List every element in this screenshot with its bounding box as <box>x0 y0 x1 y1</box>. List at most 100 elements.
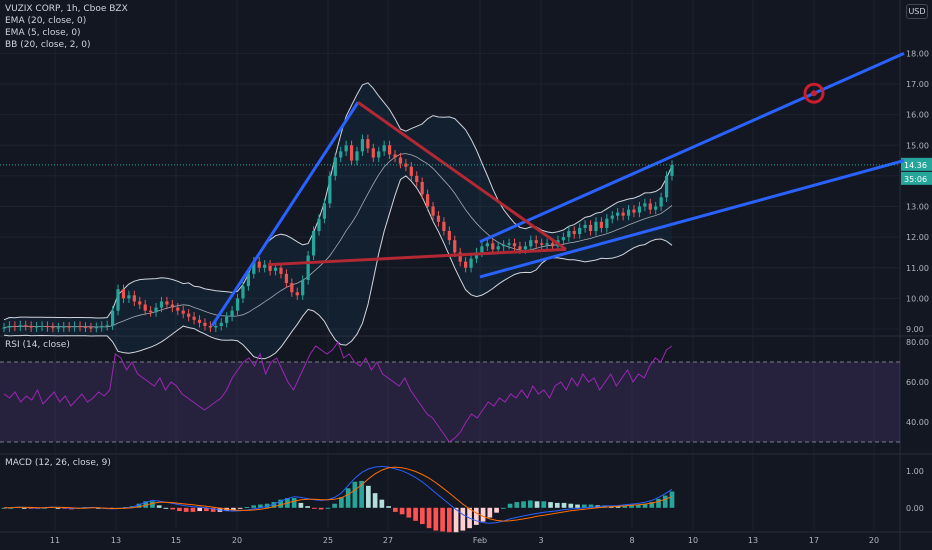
price-tick-label: 9.00 <box>906 325 924 334</box>
legend-bb[interactable]: BB (20, close, 2, 0) <box>5 40 91 50</box>
legend-macd[interactable]: MACD (12, 26, close, 9) <box>5 458 111 468</box>
candle-body <box>371 148 375 158</box>
currency-badge[interactable]: USD <box>906 4 928 19</box>
candle-body <box>534 240 538 244</box>
price-tick-label: 15.00 <box>906 141 929 150</box>
drawings[interactable] <box>0 52 905 327</box>
candle-body <box>241 286 245 299</box>
macd-histogram-bar <box>251 505 256 508</box>
macd-tick-label: 1.00 <box>906 467 924 476</box>
macd-histogram-bar <box>480 507 486 522</box>
legend-ema20[interactable]: EMA (20, close, 0) <box>5 16 87 26</box>
rsi-tick-label: 40.00 <box>906 418 929 427</box>
candle-body <box>192 316 196 320</box>
target-ring <box>803 82 825 104</box>
macd-histogram-bar <box>210 507 216 512</box>
macd-histogram-bar <box>136 503 142 508</box>
rsi-tick-label: 80.00 <box>906 338 929 347</box>
time-axis[interactable]: 11 13 15 20 25 27 Feb 3 8 10 13 17 20 <box>50 536 879 545</box>
candle-body <box>583 224 587 228</box>
time-tick-label: 13 <box>748 536 758 545</box>
candle-body <box>349 145 354 161</box>
signal-line <box>4 466 673 522</box>
candle-body <box>257 261 261 268</box>
candle-body <box>333 157 337 176</box>
bollinger-bands <box>3 82 673 360</box>
macd-histogram-bar <box>588 504 594 508</box>
candle-body <box>447 231 451 241</box>
price-axis[interactable]: 18.0017.0016.0015.0014.0013.0012.0011.00… <box>901 49 932 334</box>
candle-body <box>637 206 642 213</box>
candle-body <box>72 325 77 328</box>
candle-body <box>415 175 419 182</box>
candle-body <box>197 319 202 323</box>
candle-body <box>344 145 348 152</box>
price-tick-label: 18.00 <box>906 49 929 58</box>
rsi-panel[interactable]: 80.00 60.00 40.00 <box>0 338 929 443</box>
macd-histogram-bar <box>366 485 371 508</box>
legend-rsi[interactable]: RSI (14, close) <box>5 340 70 350</box>
macd-histogram-bar <box>521 501 526 508</box>
macd-histogram-bar <box>372 493 378 508</box>
candle-body <box>317 218 321 231</box>
macd-histogram-bar <box>561 502 567 508</box>
legend-ema5[interactable]: EMA (5, close, 0) <box>5 28 81 38</box>
candle-body <box>442 221 446 231</box>
macd-histogram-bar <box>332 503 337 508</box>
macd-histogram-bar <box>541 501 547 508</box>
candle-body <box>523 246 527 250</box>
candle-body <box>599 221 604 228</box>
macd-histogram-bar <box>143 501 149 508</box>
time-tick-label: 13 <box>111 536 121 545</box>
macd-histogram-bar <box>548 502 553 508</box>
candle-body <box>67 326 71 328</box>
candle-body <box>311 231 316 256</box>
macd-histogram-bar <box>325 507 331 509</box>
candle-body <box>246 273 251 287</box>
macd-histogram-bar <box>507 503 513 508</box>
candle-body <box>632 209 636 213</box>
candle-body <box>398 157 403 164</box>
time-tick-label: 10 <box>688 536 698 545</box>
time-tick-label: 11 <box>50 536 60 545</box>
candle-body <box>453 240 457 253</box>
candle-body <box>94 327 98 329</box>
macd-histogram-bar <box>473 507 479 525</box>
candle-body <box>540 243 544 245</box>
macd-histogram-bar <box>190 507 196 512</box>
macd-histogram-bar <box>386 506 391 508</box>
macd-histogram-bar <box>399 507 405 515</box>
candle-body <box>7 325 12 328</box>
candle-body <box>474 252 479 259</box>
candle-body <box>648 203 652 210</box>
candle-body <box>436 215 441 222</box>
candle-body <box>154 307 158 313</box>
candle-body <box>550 243 555 247</box>
candle-body <box>290 283 294 293</box>
candle-body <box>572 231 576 235</box>
candle-body <box>235 298 240 311</box>
bb-fill <box>4 82 672 359</box>
candle-body <box>219 322 223 326</box>
macd-histogram-bar <box>460 507 466 531</box>
macd-histogram-bar <box>433 507 439 531</box>
candle-body <box>518 246 522 250</box>
candle-body <box>105 325 109 327</box>
candle-body <box>89 327 93 329</box>
macd-histogram-bar <box>413 507 418 521</box>
macd-histogram-bar <box>352 481 358 508</box>
candle-body <box>176 307 180 311</box>
macd-histogram-bar <box>534 501 540 508</box>
candle-body <box>203 322 207 326</box>
candle-body <box>431 206 435 216</box>
macd-histogram-bar <box>379 499 385 508</box>
rsi-band <box>0 362 900 442</box>
candle-body <box>393 154 397 158</box>
macd-panel[interactable]: 1.00 0.00 <box>1 465 924 533</box>
macd-histogram-bar <box>359 480 364 508</box>
candle-body <box>149 310 153 313</box>
macd-histogram-bar <box>420 507 425 525</box>
macd-histogram-bar <box>440 507 445 532</box>
